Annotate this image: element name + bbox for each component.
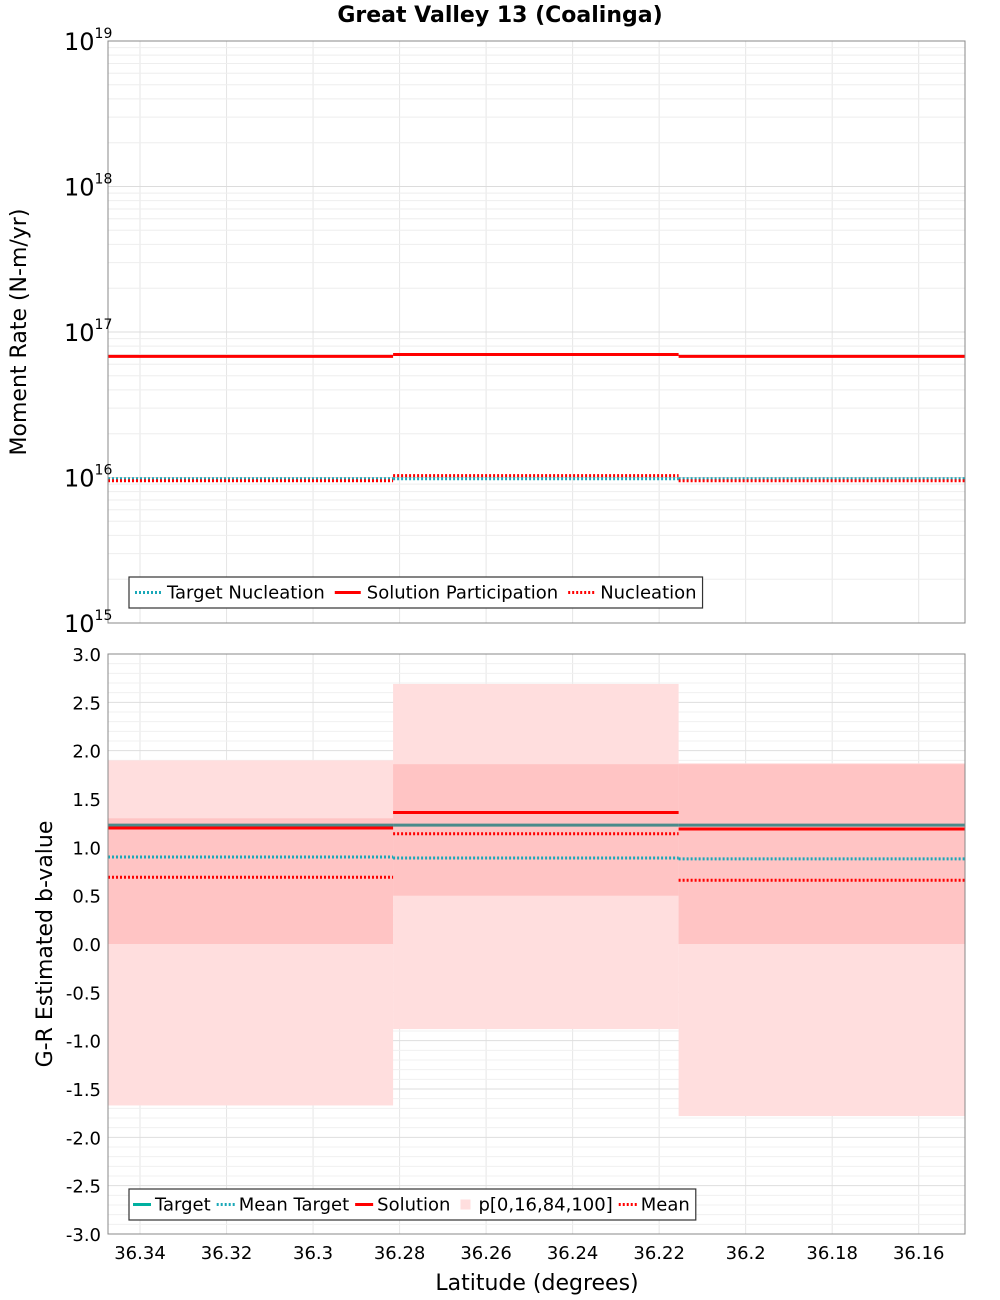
bottom-y-tick-label: 1.5	[72, 790, 101, 811]
chart-title: Great Valley 13 (Coalinga)	[337, 3, 662, 28]
top-legend-frame	[128, 576, 704, 609]
band-inner	[108, 818, 394, 944]
bottom-series-group	[108, 811, 965, 882]
bottom-y-tick-label: -2.0	[66, 1128, 101, 1149]
band-inner	[678, 764, 965, 944]
band-inner	[393, 764, 679, 896]
x-tick-label: 36.28	[374, 1243, 426, 1264]
top-y-ticks: 1015 1016 1017 1018 1019	[64, 26, 112, 638]
top-legend: Target Nucleation Solution Participation N…	[128, 576, 704, 609]
x-tick-label: 36.24	[547, 1243, 599, 1264]
bottom-legend-entry: Mean	[641, 1195, 690, 1216]
bottom-legend-band-swatch	[460, 1199, 471, 1210]
x-tick-label: 36.16	[893, 1243, 945, 1264]
bottom-y-tick-label: -2.5	[66, 1177, 101, 1198]
bottom-y-tick-label: 3.0	[72, 645, 101, 666]
top-y-tick-label: 1019	[64, 26, 112, 56]
bottom-x-ticks: 36.34 36.32 36.3 36.28 36.26 36.24 36.22 36.2 36…	[114, 1243, 944, 1264]
bottom-y-tick-label: 0.0	[72, 935, 101, 956]
top-series-group	[108, 353, 965, 483]
bottom-legend-entry: Target	[154, 1195, 211, 1216]
bottom-y-tick-label: -0.5	[66, 983, 101, 1004]
bottom-y-tick-label: 1.0	[72, 838, 101, 859]
bottom-legend-entry: Solution	[377, 1195, 450, 1216]
bottom-y-ticks: -3.0 -2.5 -2.0 -1.5 -1.0 -0.5 0.0 0.5 1.0 1.5 2.0 2…	[66, 645, 101, 1246]
x-tick-label: 36.22	[633, 1243, 685, 1264]
bottom-y-axis-label: G-R Estimated b-value	[33, 821, 58, 1068]
bottom-legend-entry: Mean Target	[239, 1195, 349, 1216]
bottom-bands	[108, 683, 965, 1117]
bottom-plot-frame	[107, 653, 966, 1235]
bottom-y-tick-label: 2.5	[72, 693, 101, 714]
bottom-y-tick-label: 2.0	[72, 742, 101, 763]
bottom-y-tick-label: -3.0	[66, 1225, 101, 1246]
bottom-legend-entry: p[0,16,84,100]	[478, 1195, 612, 1216]
x-tick-label: 36.32	[201, 1243, 253, 1264]
bottom-y-tick-label: -1.5	[66, 1080, 101, 1101]
top-y-tick-label: 1017	[64, 317, 112, 347]
x-tick-label: 36.18	[806, 1243, 858, 1264]
moment-rate-panel: 1015 1016 1017 1018 1019 Moment Rate (N-m/yr…	[7, 26, 966, 638]
bottom-y-tick-label: -1.0	[66, 1032, 101, 1053]
bottom-legend: Target Mean Target Solution p[0,16,84,100] M…	[128, 1188, 697, 1221]
b-value-panel: -3.0 -2.5 -2.0 -1.5 -1.0 -0.5 0.0 0.5 1.0 1.5 2.0 2…	[33, 645, 966, 1296]
top-y-tick-label: 1016	[64, 463, 112, 493]
bottom-y-tick-label: 0.5	[72, 887, 101, 908]
top-y-tick-label: 1015	[64, 608, 112, 638]
x-tick-label: 36.26	[460, 1243, 512, 1264]
x-tick-label: 36.2	[726, 1243, 766, 1264]
bottom-legend-frame	[128, 1188, 697, 1221]
top-y-tick-label: 1018	[64, 172, 112, 202]
top-plot-frame	[107, 40, 966, 624]
top-legend-entry: Nucleation	[600, 583, 696, 604]
top-legend-entry: Target Nucleation	[166, 583, 325, 604]
x-tick-label: 36.3	[293, 1243, 333, 1264]
top-y-axis-label: Moment Rate (N-m/yr)	[7, 209, 32, 456]
x-axis-label: Latitude (degrees)	[435, 1271, 638, 1296]
x-tick-label: 36.34	[114, 1243, 166, 1264]
top-legend-entry: Solution Participation	[367, 583, 558, 604]
